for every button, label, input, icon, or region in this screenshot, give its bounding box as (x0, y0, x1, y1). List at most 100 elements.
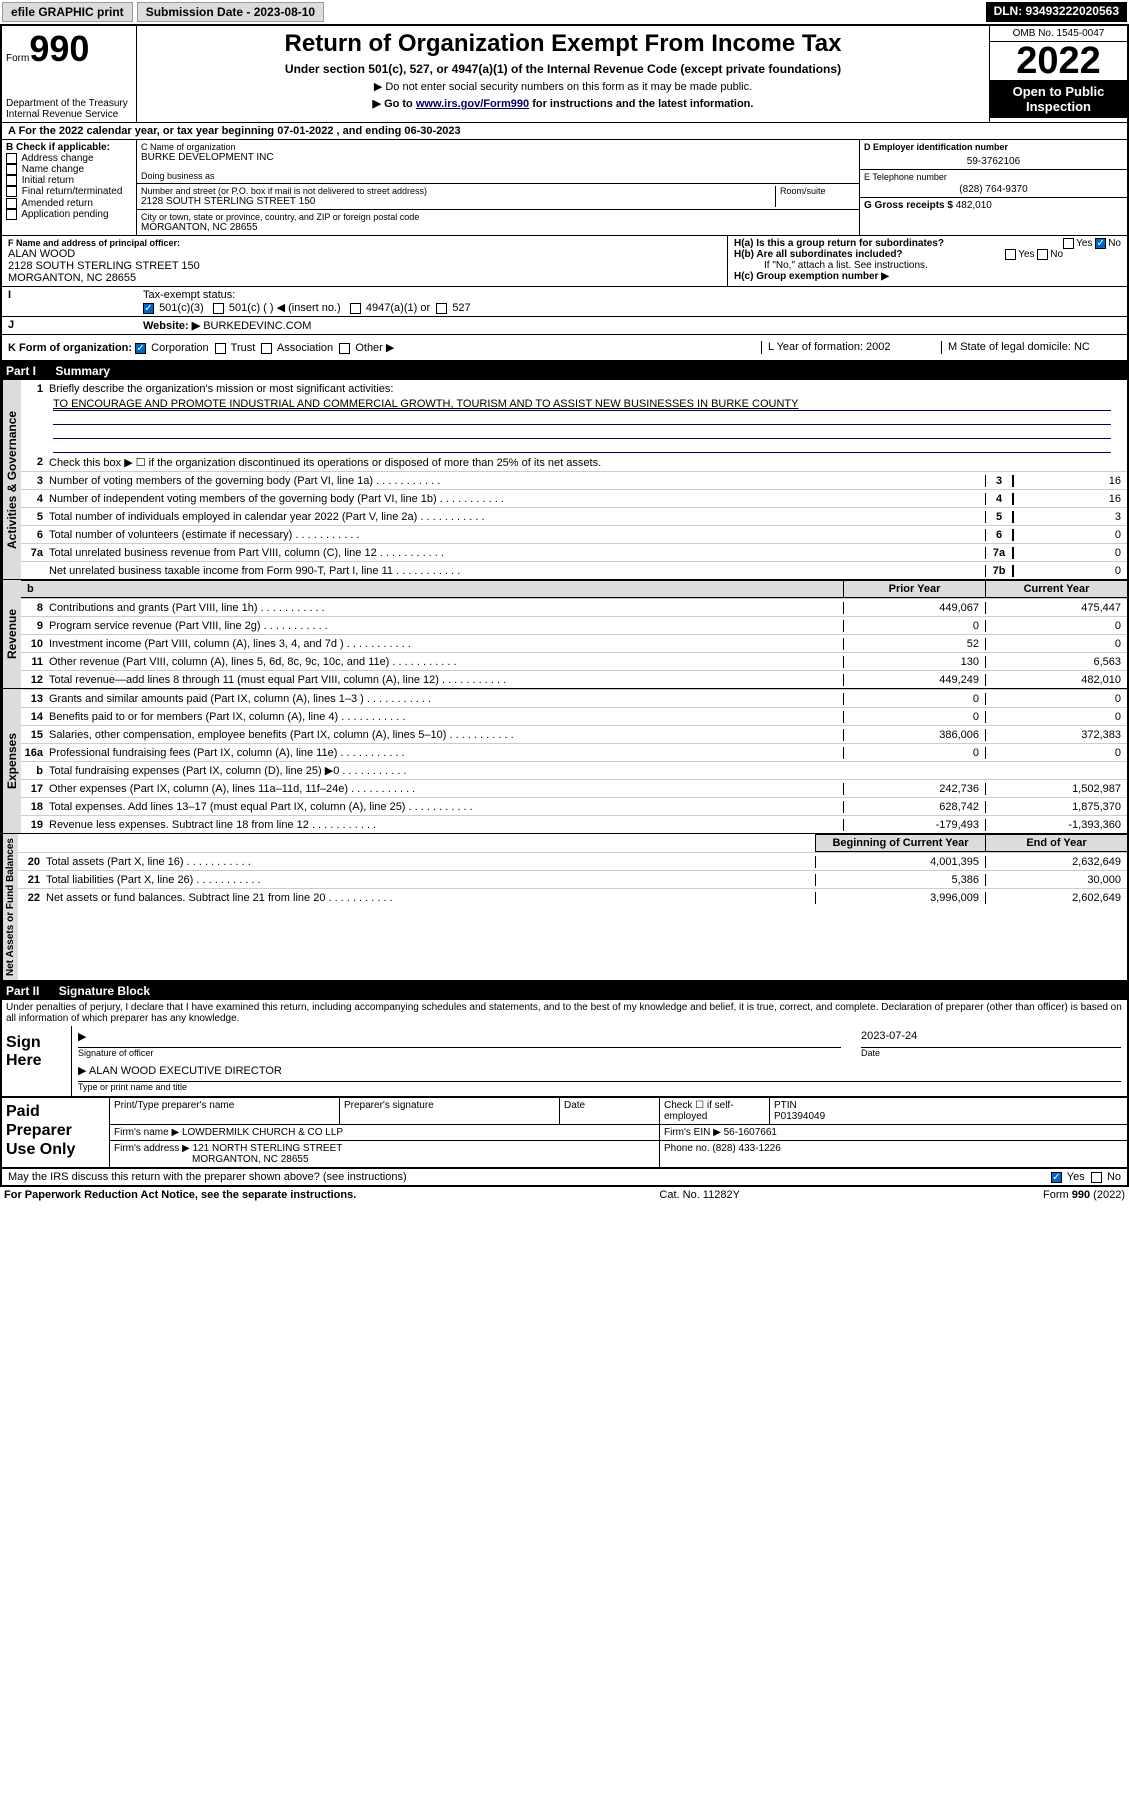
j-label: Website: ▶ (143, 320, 200, 332)
chk-assoc[interactable] (261, 343, 272, 354)
firm-name-l: Firm's name ▶ (114, 1127, 179, 1138)
year-formation: L Year of formation: 2002 (761, 341, 941, 354)
dln: DLN: 93493222020563 (986, 2, 1127, 22)
phone: (828) 764-9370 (864, 184, 1123, 195)
gross-receipts: 482,010 (956, 200, 992, 211)
org-name: BURKE DEVELOPMENT INC (141, 152, 855, 163)
may-no[interactable] (1091, 1172, 1102, 1183)
part-1-header: Part I Summary (0, 362, 1129, 380)
line-k: K Form of organization: Corporation Trus… (0, 335, 1129, 362)
cat-no: Cat. No. 11282Y (659, 1189, 740, 1201)
pra-notice: For Paperwork Reduction Act Notice, see … (4, 1189, 356, 1201)
blank-line-3 (53, 439, 1111, 453)
entity-grid: B Check if applicable: Address change Na… (0, 140, 1129, 235)
sig-date-label: Date (861, 1048, 1121, 1058)
chk-4947[interactable] (350, 303, 361, 314)
blank-line-1 (53, 411, 1111, 425)
hb-no[interactable] (1037, 249, 1048, 260)
h-c: H(c) Group exemption number ▶ (734, 271, 1121, 282)
sig-line: ▶ (78, 1030, 841, 1048)
sub3-pre: ▶ Go to (373, 98, 416, 110)
street: 2128 SOUTH STERLING STREET 150 (141, 196, 775, 207)
ha-yes[interactable] (1063, 238, 1074, 249)
chk-initial[interactable] (6, 175, 17, 186)
box-d-e-g: D Employer identification number 59-3762… (859, 140, 1127, 235)
firm-addr-l: Firm's address ▶ (114, 1143, 190, 1154)
ha-no[interactable] (1095, 238, 1106, 249)
opt-other: Other ▶ (355, 342, 394, 354)
ha-no-l: No (1108, 238, 1121, 249)
paid-preparer: Paid Preparer Use Only Print/Type prepar… (0, 1098, 1129, 1169)
ptin-val: P01394049 (774, 1111, 825, 1122)
chk-address-label: Address change (21, 153, 93, 164)
may-no-l: No (1107, 1171, 1121, 1183)
chk-501c3[interactable] (143, 303, 154, 314)
name-label: Type or print name and title (78, 1082, 1121, 1092)
ein-label: D Employer identification number (864, 142, 1123, 152)
firm-ein-l: Firm's EIN ▶ (664, 1127, 721, 1138)
chk-corp[interactable] (135, 343, 146, 354)
street-label: Number and street (or P.O. box if mail i… (141, 186, 775, 196)
q2-label: Check this box ▶ ☐ if the organization d… (49, 456, 1127, 469)
chk-trust[interactable] (215, 343, 226, 354)
officer-addr2: MORGANTON, NC 28655 (8, 272, 721, 284)
subtitle-1: Under section 501(c), 527, or 4947(a)(1)… (145, 62, 981, 76)
chk-name[interactable] (6, 164, 17, 175)
chk-address[interactable] (6, 153, 17, 164)
may-yes[interactable] (1051, 1172, 1062, 1183)
irs-link[interactable]: www.irs.gov/Form990 (416, 98, 529, 110)
current-year-head: Current Year (985, 580, 1127, 598)
name-line: ▶ ALAN WOOD EXECUTIVE DIRECTOR (78, 1064, 1121, 1082)
chk-amended[interactable] (6, 198, 17, 209)
period-mid: , and ending (337, 125, 405, 137)
firm-addr1: 121 NORTH STERLING STREET (193, 1143, 343, 1154)
i-label: Tax-exempt status: (143, 289, 235, 301)
form-header: Form990 Department of the Treasury Inter… (0, 24, 1129, 122)
line-j: J Website: ▶ BURKEDEVINC.COM (0, 317, 1129, 335)
tab-expenses: Expenses (2, 689, 21, 833)
blank-line-2 (53, 425, 1111, 439)
h-b-note: If "No," attach a list. See instructions… (734, 260, 1121, 271)
efile-print-button[interactable]: efile GRAPHIC print (2, 2, 133, 22)
city: MORGANTON, NC 28655 (141, 222, 855, 233)
hb-yes[interactable] (1005, 249, 1016, 260)
part-1-title: Summary (55, 364, 110, 378)
part-2-title: Signature Block (59, 984, 150, 998)
period-end: 06-30-2023 (404, 125, 460, 137)
chk-final[interactable] (6, 186, 17, 197)
opt-501c: 501(c) ( ) ◀ (insert no.) (229, 302, 341, 314)
box-b-label: B Check if applicable: (6, 142, 132, 153)
sub3-post: for instructions and the latest informat… (529, 98, 753, 110)
officer-name: ALAN WOOD (8, 248, 721, 260)
prep-sig-h: Preparer's signature (340, 1098, 560, 1124)
tax-year: 2022 (990, 42, 1127, 80)
gross-label: G Gross receipts $ (864, 200, 956, 211)
box-c: C Name of organization BURKE DEVELOPMENT… (137, 140, 859, 235)
page-footer: For Paperwork Reduction Act Notice, see … (0, 1187, 1129, 1203)
chk-app[interactable] (6, 209, 17, 220)
opt-4947: 4947(a)(1) or (366, 302, 430, 314)
opt-527: 527 (452, 302, 470, 314)
f-label: F Name and address of principal officer: (8, 238, 721, 248)
eoy-head: End of Year (985, 834, 1127, 852)
firm-addr2: MORGANTON, NC 28655 (114, 1154, 309, 1165)
may-yes-l: Yes (1067, 1171, 1085, 1183)
chk-527[interactable] (436, 303, 447, 314)
chk-501c[interactable] (213, 303, 224, 314)
firm-ein: 56-1607661 (724, 1127, 777, 1138)
rev-header: b Prior Year Current Year (21, 580, 1127, 598)
penalties-text: Under penalties of perjury, I declare th… (0, 1000, 1129, 1026)
chk-app-label: Application pending (21, 209, 108, 220)
chk-name-label: Name change (22, 164, 84, 175)
sig-date: 2023-07-24 (861, 1030, 1121, 1048)
form-990: 990 (29, 28, 89, 69)
prep-check-h: Check ☐ if self-employed (660, 1098, 770, 1124)
tab-governance: Activities & Governance (2, 380, 21, 579)
net-header: Beginning of Current Year End of Year (18, 834, 1127, 852)
website: BURKEDEVINC.COM (203, 320, 311, 332)
prior-year-head: Prior Year (843, 580, 985, 598)
box-h: H(a) Is this a group return for subordin… (727, 236, 1127, 286)
subtitle-2: ▶ Do not enter social security numbers o… (145, 80, 981, 93)
section-governance: Activities & Governance 1Briefly describ… (0, 380, 1129, 580)
chk-other[interactable] (339, 343, 350, 354)
